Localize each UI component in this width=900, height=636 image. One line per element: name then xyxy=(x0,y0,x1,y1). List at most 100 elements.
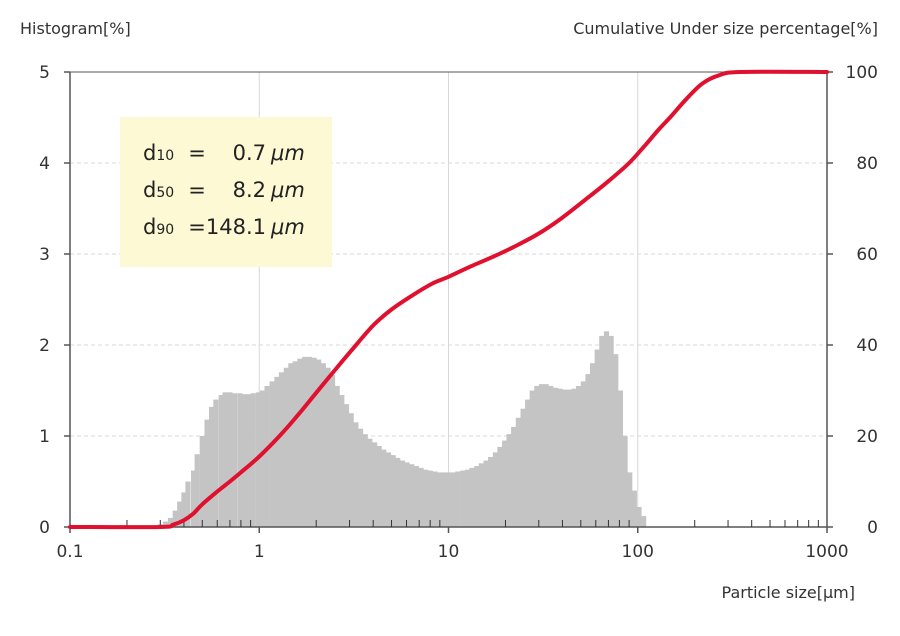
histogram-bar xyxy=(543,384,549,527)
stats-box-background xyxy=(120,117,332,267)
histogram-bar xyxy=(194,454,200,527)
x-axis-title: Particle size[µm] xyxy=(722,583,855,602)
right-y-tick-label: 80 xyxy=(856,154,878,174)
histogram-bar xyxy=(348,413,354,527)
histogram-bar xyxy=(622,436,628,527)
histogram-bar xyxy=(316,359,322,527)
histogram-bar xyxy=(483,460,489,527)
histogram-bar xyxy=(450,472,456,527)
right-axis-title: Cumulative Under size percentage[%] xyxy=(573,19,878,38)
histogram-bar xyxy=(534,385,540,527)
histogram-bar xyxy=(423,469,429,527)
histogram-bar xyxy=(455,471,461,527)
histogram-bar xyxy=(571,388,577,527)
histogram-bar xyxy=(241,394,247,527)
histogram-bar xyxy=(218,395,224,527)
histogram-bar xyxy=(562,389,568,527)
histogram-bar xyxy=(631,490,637,527)
x-tick-label: 100 xyxy=(622,542,654,562)
histogram-bar xyxy=(497,446,503,527)
histogram-bar xyxy=(343,404,350,527)
histogram-bar xyxy=(488,456,494,527)
histogram-bar xyxy=(302,356,308,527)
histogram-bar xyxy=(177,501,183,527)
histogram-bar xyxy=(566,389,572,527)
histogram-bar xyxy=(603,331,610,527)
stat-unit: μm xyxy=(270,215,305,239)
histogram-bar xyxy=(222,392,228,527)
histogram-bar xyxy=(469,467,475,527)
histogram-bar xyxy=(162,521,169,527)
histogram-bar xyxy=(208,406,215,527)
stat-unit: μm xyxy=(270,178,305,202)
left-axis-title: Histogram[%] xyxy=(20,19,131,38)
histogram-bar xyxy=(362,434,368,527)
histogram-bar xyxy=(311,357,317,527)
stat-d50: d50 xyxy=(143,178,174,202)
histogram-bars xyxy=(157,331,647,527)
histogram-bar xyxy=(191,470,197,527)
histogram-bar xyxy=(334,385,340,527)
left-y-tick-label: 5 xyxy=(39,63,50,83)
histogram-bar xyxy=(292,361,298,527)
histogram-bar xyxy=(427,470,433,527)
histogram-bar xyxy=(297,358,303,527)
histogram-bar xyxy=(390,455,396,527)
histogram-bar xyxy=(213,399,219,527)
histogram-bar xyxy=(283,367,289,527)
histogram-bar xyxy=(552,387,559,527)
x-tick-label: 0.1 xyxy=(56,542,83,562)
stat-value: 0.7 xyxy=(233,141,266,165)
histogram-bar xyxy=(641,516,647,527)
left-y-tick-label: 0 xyxy=(39,518,50,538)
histogram-bar xyxy=(376,446,382,527)
x-tick-label: 1 xyxy=(254,542,265,562)
histogram-bar xyxy=(395,457,401,527)
histogram-bar xyxy=(506,434,512,527)
stat-d90: d90 xyxy=(143,215,174,239)
histogram-bar xyxy=(204,419,210,527)
histogram-bar xyxy=(538,384,545,527)
histogram-bar xyxy=(167,517,174,527)
histogram-bar xyxy=(445,472,452,527)
histogram-bar xyxy=(237,393,243,527)
histogram-bar xyxy=(185,481,191,527)
x-tick-label: 10 xyxy=(438,542,460,562)
left-y-tick-label: 1 xyxy=(39,427,50,447)
histogram-bar xyxy=(576,385,582,527)
histogram-bar xyxy=(432,471,438,527)
histogram-bar xyxy=(329,375,336,527)
histogram-bar xyxy=(636,506,642,527)
stat-d10: d10 xyxy=(143,141,174,165)
histogram-bar xyxy=(357,428,364,527)
histogram-bar xyxy=(478,463,484,527)
histogram-bar xyxy=(269,381,275,527)
histogram-bar xyxy=(274,376,280,527)
histogram-bar xyxy=(264,385,270,527)
histogram-bar xyxy=(599,335,605,527)
stat-equals: = xyxy=(188,141,206,165)
left-y-tick-label: 4 xyxy=(39,154,50,174)
histogram-bar xyxy=(367,438,373,527)
histogram-bar xyxy=(339,395,345,527)
histogram-bar xyxy=(594,349,600,527)
stat-equals: = xyxy=(188,178,206,202)
right-y-tick-label: 20 xyxy=(856,427,878,447)
stat-equals: = xyxy=(188,215,206,239)
x-tick-label: 1000 xyxy=(805,542,848,562)
histogram-bar xyxy=(399,460,406,527)
histogram-bar xyxy=(259,390,266,527)
right-y-tick-label: 0 xyxy=(867,518,878,538)
histogram-bar xyxy=(511,426,517,527)
histogram-bar xyxy=(525,399,531,527)
histogram-bar xyxy=(580,381,586,527)
histogram-bar xyxy=(231,393,238,527)
histogram-bar xyxy=(474,466,480,527)
cumulative-line xyxy=(68,69,829,530)
histogram-bar xyxy=(529,390,535,527)
right-y-tick-label: 100 xyxy=(846,63,878,83)
stat-unit: μm xyxy=(270,141,305,165)
histogram-bar xyxy=(246,394,252,527)
histogram-bar xyxy=(385,452,392,527)
histogram-bar xyxy=(372,442,378,527)
